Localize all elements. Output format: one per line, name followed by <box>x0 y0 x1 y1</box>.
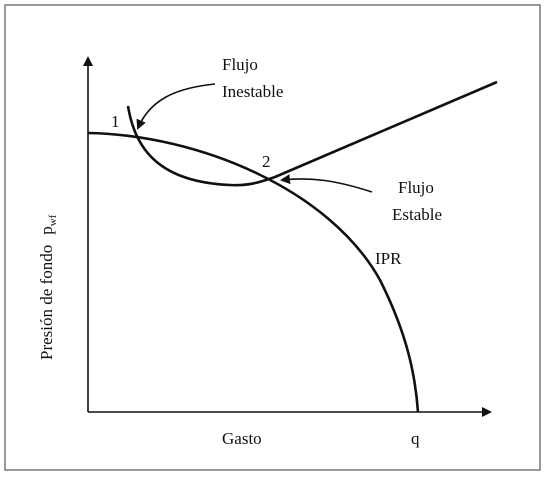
ipr-curve <box>87 131 420 413</box>
label: 1 <box>111 112 120 131</box>
label: Presión de fondo <box>37 245 56 360</box>
y-axis-label: Presión de fondo pwf <box>37 214 59 360</box>
unstable-arrow <box>136 83 216 130</box>
stable-arrow <box>280 174 373 193</box>
label: Inestable <box>222 82 283 101</box>
label: wf <box>47 214 59 226</box>
frame <box>4 4 541 471</box>
label: IPR <box>375 249 402 268</box>
label: q <box>411 429 420 448</box>
label: Flujo <box>398 178 434 197</box>
label: 2 <box>262 152 271 171</box>
label: Flujo <box>222 55 258 74</box>
x-axis-label: Gasto <box>222 429 262 448</box>
vlp-curve <box>126 80 498 187</box>
label: Estable <box>392 205 442 224</box>
label: p <box>37 226 56 235</box>
